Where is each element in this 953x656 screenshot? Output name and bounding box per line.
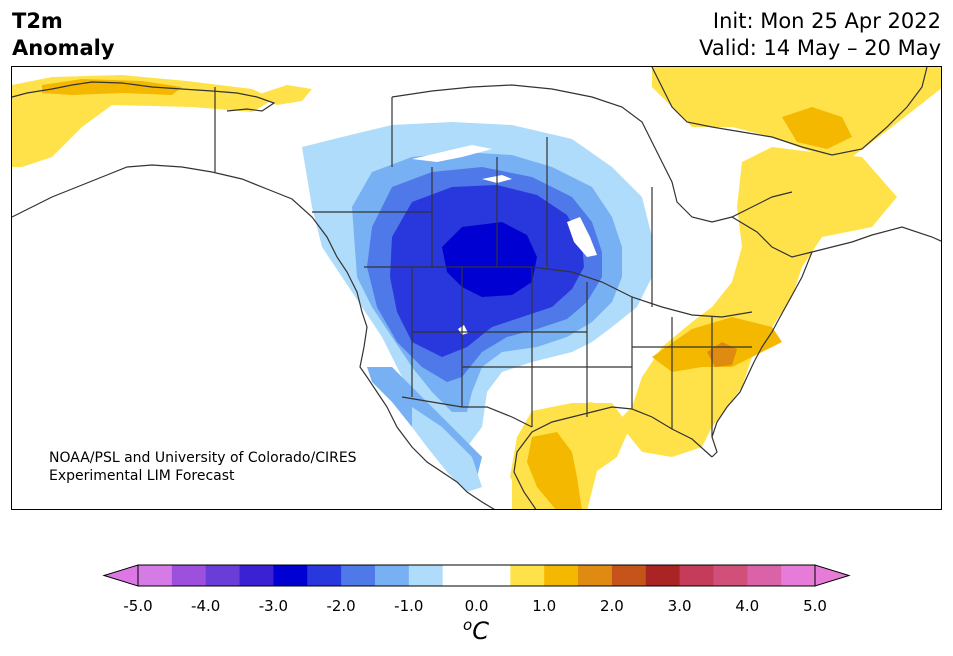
colorbar-swatch bbox=[713, 565, 748, 586]
colorbar-swatch bbox=[341, 565, 376, 586]
colorbar-tick-label: -4.0 bbox=[191, 597, 221, 615]
colorbar-tick-label: 0.0 bbox=[464, 597, 489, 615]
warm-core-alaska bbox=[42, 79, 182, 95]
colorbar-swatch bbox=[138, 565, 173, 586]
init-date: Init: Mon 25 Apr 2022 bbox=[712, 9, 941, 33]
coastline-atlantic bbox=[711, 251, 813, 458]
warm-core-ohio-valley bbox=[652, 317, 782, 372]
unit-degree-symbol: o bbox=[463, 616, 473, 634]
title-line-1: T2m bbox=[12, 9, 63, 33]
warm-anomaly-layer bbox=[12, 67, 941, 509]
credit-line-2: Experimental LIM Forecast bbox=[49, 468, 235, 484]
colorbar-tick-label: -1.0 bbox=[394, 597, 424, 615]
warm-region-alaska bbox=[12, 75, 274, 167]
coastline-alaska bbox=[12, 81, 276, 112]
colorbar-tick-label: -3.0 bbox=[258, 597, 289, 615]
colorbar-tick-label: 3.0 bbox=[667, 597, 692, 615]
colorbar-swatch bbox=[273, 565, 308, 586]
warm-core-mexico bbox=[527, 432, 582, 509]
colorbar-tick-label: 4.0 bbox=[735, 597, 760, 615]
colorbar-swatch bbox=[611, 565, 647, 586]
warm-peak-appalachia bbox=[707, 342, 737, 367]
title-line-2: Anomaly bbox=[12, 36, 115, 60]
coastline-greenland bbox=[651, 67, 928, 156]
border-canada-provinces bbox=[312, 97, 653, 307]
boundaries-layer bbox=[12, 67, 941, 509]
credit-line-1: NOAA/PSL and University of Colorado/CIRE… bbox=[49, 450, 357, 466]
forecast-dates: Init: Mon 25 Apr 2022 Valid: 14 May – 20… bbox=[699, 8, 941, 62]
unit-letter: C bbox=[472, 617, 489, 645]
coastline-labrador bbox=[731, 216, 941, 258]
colorbar-swatch bbox=[171, 565, 207, 586]
border-us-canada bbox=[364, 266, 753, 318]
colorbar bbox=[102, 564, 851, 587]
colorbar-swatch bbox=[781, 565, 816, 586]
colorbar-swatch bbox=[205, 565, 241, 586]
colorbar-over-arrow bbox=[814, 564, 851, 587]
cold-region-baja bbox=[412, 407, 482, 492]
colorbar-unit: oC bbox=[463, 616, 489, 645]
colorbar-swatch bbox=[239, 565, 274, 586]
colorbar-swatch bbox=[645, 565, 681, 586]
lakes-layer bbox=[412, 145, 597, 335]
colorbar-swatch bbox=[307, 565, 342, 586]
colorbar-under-arrow bbox=[102, 564, 139, 587]
coastline-alaska-south bbox=[12, 164, 468, 493]
cold-region-25 bbox=[442, 222, 537, 297]
warm-region-arctic bbox=[257, 85, 312, 105]
lake bbox=[412, 145, 492, 162]
colorbar-swatch bbox=[476, 565, 511, 586]
colorbar-tick-label: 5.0 bbox=[803, 597, 827, 615]
colorbar-swatch bbox=[544, 565, 579, 586]
map-canvas bbox=[12, 67, 941, 509]
border-us-mexico bbox=[401, 396, 533, 428]
border-us-states bbox=[411, 267, 752, 437]
colorbar-swatch bbox=[747, 565, 782, 586]
colorbar-tick-label: -5.0 bbox=[123, 597, 153, 615]
colorbar-swatch bbox=[510, 565, 545, 586]
lake bbox=[567, 217, 597, 257]
colorbar-border bbox=[137, 564, 816, 587]
colorbar-swatch bbox=[374, 565, 410, 586]
coastline-gulf bbox=[513, 406, 713, 509]
colorbar-swatch bbox=[442, 565, 477, 586]
warm-region-greenland bbox=[652, 67, 941, 157]
colorbar-swatch bbox=[408, 565, 444, 586]
colorbar-tick-label: -2.0 bbox=[326, 597, 356, 615]
coastline-mexico-pacific bbox=[466, 491, 495, 509]
colorbar-tick-label: 2.0 bbox=[599, 597, 624, 615]
coastline-hudson-bay bbox=[391, 84, 793, 223]
credit-text: NOAA/PSL and University of Colorado/CIRE… bbox=[49, 449, 357, 485]
map-title: T2m Anomaly bbox=[12, 8, 115, 62]
warm-core-greenland bbox=[782, 107, 852, 149]
colorbar-swatch bbox=[578, 565, 613, 586]
colorbar-swatch bbox=[679, 565, 714, 586]
valid-range: Valid: 14 May – 20 May bbox=[699, 36, 941, 60]
anomaly-map bbox=[11, 66, 942, 510]
cold-anomaly-layer bbox=[302, 122, 652, 492]
colorbar-tick-label: 1.0 bbox=[532, 597, 557, 615]
